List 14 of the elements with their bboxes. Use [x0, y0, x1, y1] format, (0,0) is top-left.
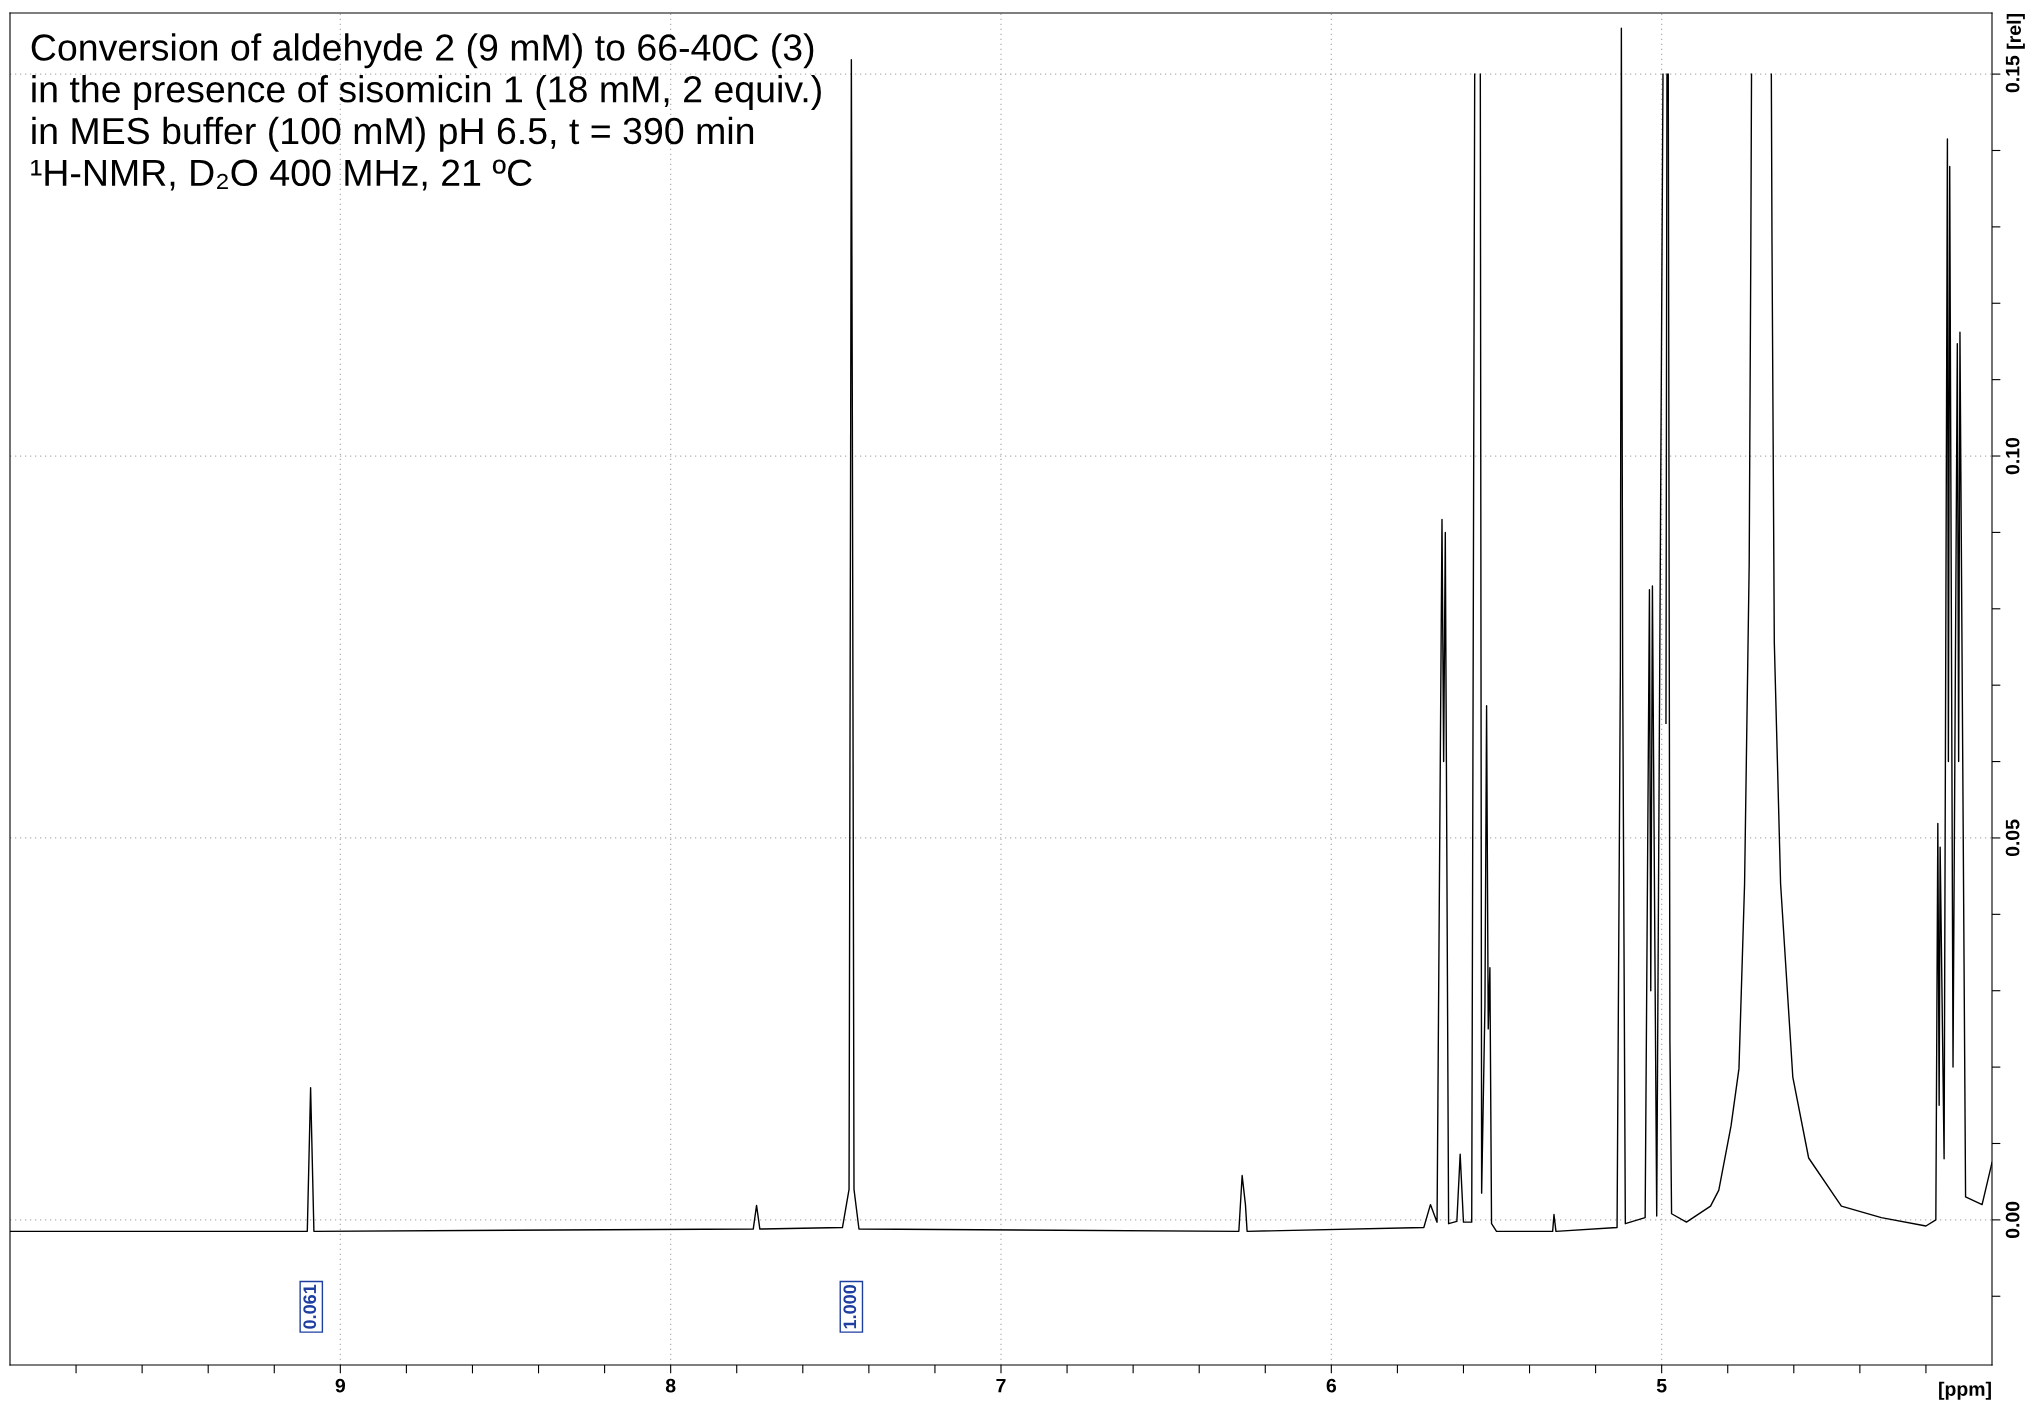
- annotation: 1.000: [843, 1285, 857, 1329]
- y-axis-title: [rel]: [2006, 14, 2025, 49]
- y-tick-label: 0.00: [2005, 1201, 2020, 1239]
- x-tick-label: 6: [1326, 1378, 1337, 1393]
- annotation: 0.061: [303, 1284, 317, 1329]
- x-tick-label: 5: [1656, 1378, 1667, 1393]
- x-tick-label: 9: [335, 1378, 346, 1393]
- x-axis-title: [ppm]: [1939, 1381, 1991, 1400]
- text: Conversion of aldehyde 2 (9 mM) to 66-40C (3) in the presence of sisomicin 1 (18 mM, 2 equiv.) in MES buffer (100 mM) pH 6.5, t = 390 min ¹H-NMR, D₂O 400 MHz, 21 ºC: [31, 33, 821, 191]
- y-tick-label: 0.10: [2005, 437, 2020, 475]
- y-tick-label: 0.15: [2005, 55, 2020, 93]
- x-tick-label: 8: [665, 1378, 676, 1393]
- y-tick-label: 0.05: [2005, 819, 2020, 857]
- x-tick-label: 7: [996, 1378, 1006, 1393]
